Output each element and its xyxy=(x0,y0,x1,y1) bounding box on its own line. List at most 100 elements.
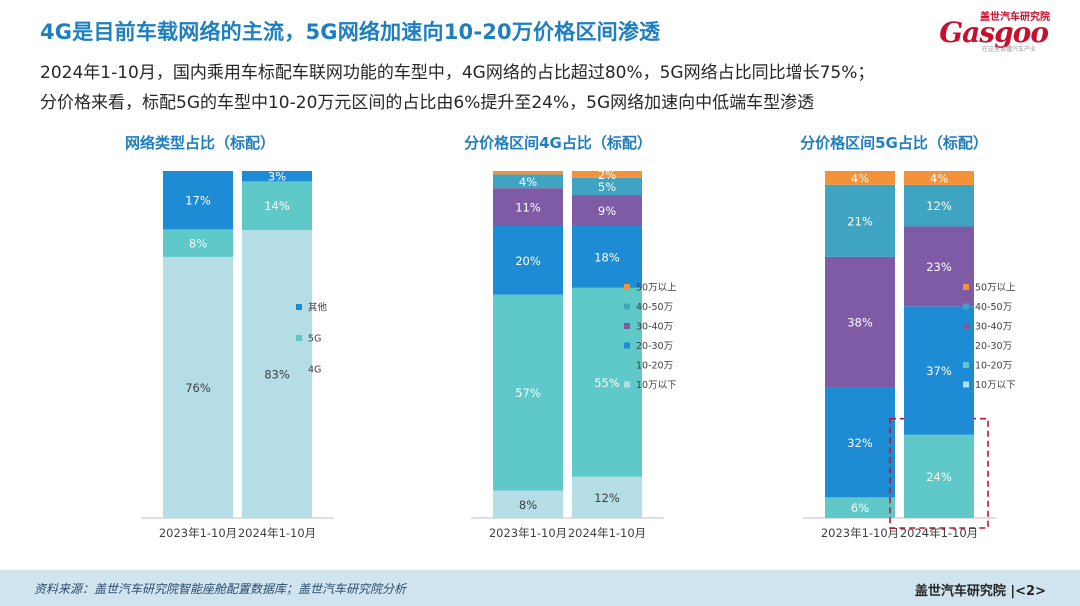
chart2-bar-20-30万-2 xyxy=(572,225,642,288)
chart2-title: 分价格区间4G占比（标配） xyxy=(464,134,652,152)
chart2-bar-40-50万-2 xyxy=(572,177,642,196)
chart1-bar-其他-2 xyxy=(242,171,312,182)
chart3-legend-swatch-20-30万 xyxy=(963,342,969,349)
chart3-bar-10-20万-2 xyxy=(904,434,974,518)
chart1-legend-swatch-5G xyxy=(296,335,302,341)
chart1-x-tick-label-1: 2023年1-10月 xyxy=(159,526,237,540)
chart1-bar-其他-1 xyxy=(163,171,233,230)
chart2-bar-10-20万-1 xyxy=(493,294,563,491)
chart3-data-label-30-40万-2: 23% xyxy=(926,260,952,274)
chart2-data-label-50万以上-2: 2% xyxy=(598,168,616,182)
chart2-legend-swatch-20-30万 xyxy=(624,342,630,349)
chart2-legend-label-50万以上: 50万以上 xyxy=(636,283,677,294)
chart3-data-label-10-20万-1: 6% xyxy=(851,501,869,515)
chart2-legend-swatch-30-40万 xyxy=(624,323,630,329)
page-subtitle: 2024年1-10月，国内乘用车标配车联网功能的车型中，4G网络的占比超过80%… xyxy=(40,58,874,118)
footer-brand-name: 盖世汽车研究院 xyxy=(914,584,1006,599)
chart3-data-label-50万以上-1: 4% xyxy=(851,171,869,185)
chart2-bar-10万以下-2 xyxy=(572,476,642,518)
chart3-legend-label-20-30万: 20-30万 xyxy=(975,341,1012,352)
logo-en-name: Gasgoo xyxy=(939,16,1049,49)
chart2-legend-swatch-50万以上 xyxy=(624,284,630,290)
chart1-bar-5G-2 xyxy=(242,181,312,230)
chart1-data-label-其他-2: 3% xyxy=(268,170,286,184)
chart2-legend-label-30-40万: 30-40万 xyxy=(636,322,673,333)
chart3-legend-swatch-30-40万 xyxy=(963,323,969,329)
chart1-data-label-5G-1: 8% xyxy=(189,237,207,251)
chart2-legend-label-40-50万: 40-50万 xyxy=(636,302,673,313)
chart2-legend-swatch-10万以下 xyxy=(624,381,630,388)
chart3-bar-40-50万-2 xyxy=(904,184,974,227)
chart2-bar-50万以上-1 xyxy=(493,171,563,175)
chart2-bar-40-50万-1 xyxy=(493,174,563,189)
chart3-data-label-40-50万-1: 21% xyxy=(847,214,873,228)
footer: 资料来源：盖世汽车研究院智能座舱配置数据库；盖世汽车研究院分析 盖世汽车研究院 … xyxy=(0,570,1080,606)
chart3-x-tick-label-1: 2023年1-10月 xyxy=(821,526,899,540)
chart1-x-tick-label-2: 2024年1-10月 xyxy=(238,526,316,540)
chart3-bar-20-30万-1 xyxy=(825,387,895,498)
chart3-data-label-10-20万-2: 24% xyxy=(926,470,952,484)
chart3-bar-50万以上-1 xyxy=(825,171,895,185)
chart2-data-label-40-50万-1: 4% xyxy=(519,175,537,189)
chart2-data-label-30-40万-2: 9% xyxy=(598,204,616,218)
chart2-data-label-10-20万-2: 55% xyxy=(594,376,620,390)
chart3-legend-label-50万以上: 50万以上 xyxy=(975,283,1016,294)
page-title: 4G是目前车载网络的主流，5G网络加速向10-20万价格区间渗透 xyxy=(40,20,661,44)
chart3-bar-30-40万-1 xyxy=(825,256,895,388)
chart3-data-label-20-30万-2: 37% xyxy=(926,364,952,378)
chart1-title: 网络类型占比（标配） xyxy=(125,134,275,152)
chart1-legend-label-其他: 其他 xyxy=(308,302,328,314)
chart1-data-label-5G-2: 14% xyxy=(264,199,290,213)
chart1-bar-4G-1 xyxy=(163,256,233,518)
chart3-data-label-50万以上-2: 4% xyxy=(930,171,948,185)
chart2-bar-10万以下-1 xyxy=(493,490,563,518)
chart3-highlight-box xyxy=(889,417,989,529)
chart3-legend-swatch-40-50万 xyxy=(963,303,969,310)
chart1-legend-swatch-其他 xyxy=(296,304,302,310)
chart2-bar-30-40万-2 xyxy=(572,195,642,226)
chart2-bar-10-20万-2 xyxy=(572,287,642,477)
chart3-bar-30-40万-2 xyxy=(904,226,974,307)
chart1-bar-5G-1 xyxy=(163,229,233,257)
subtitle-line-1: 2024年1-10月，国内乘用车标配车联网功能的车型中，4G网络的占比超过80%… xyxy=(40,63,875,83)
chart2-legend-label-20-30万: 20-30万 xyxy=(636,341,673,352)
logo-tagline: 在这里读懂汽车产业 xyxy=(981,46,1036,53)
chart2-legend-swatch-40-50万 xyxy=(624,303,630,310)
chart1-data-label-4G-1: 76% xyxy=(185,381,211,395)
charts-canvas: 网络类型占比（标配） 76% 8% 17% 2023年1-10月 83% 14% 3% 2024… xyxy=(125,134,1016,540)
chart2-data-label-10万以下-2: 12% xyxy=(594,491,620,505)
chart3-x-tick-label-2: 2024年1-10月 xyxy=(900,526,978,540)
chart1-bar-4G-2 xyxy=(242,229,312,519)
chart3-legend-label-10-20万: 10-20万 xyxy=(975,361,1012,372)
chart3-legend-label-10万以下: 10万以下 xyxy=(975,380,1016,391)
chart2-x-tick-label-2: 2024年1-10月 xyxy=(568,526,646,540)
chart3-data-label-30-40万-1: 38% xyxy=(847,316,873,330)
chart3-legend-label-30-40万: 30-40万 xyxy=(975,322,1012,333)
chart3-legend-swatch-10-20万 xyxy=(963,362,969,368)
chart2-legend-swatch-10-20万 xyxy=(624,362,630,368)
chart2-bar-50万以上-2 xyxy=(572,171,642,178)
chart3-bar-10-20万-1 xyxy=(825,497,895,518)
chart2-data-label-30-40万-1: 11% xyxy=(515,201,541,215)
chart2-data-label-20-30万-1: 20% xyxy=(515,254,541,268)
chart3-bar-50万以上-2 xyxy=(904,171,974,185)
chart3-legend-label-40-50万: 40-50万 xyxy=(975,302,1012,313)
chart1-data-label-其他-1: 17% xyxy=(185,194,211,208)
chart3-bar-40-50万-1 xyxy=(825,184,895,257)
chart1-legend-label-5G: 5G xyxy=(308,334,321,345)
chart3-data-label-20-30万-1: 32% xyxy=(847,436,873,450)
chart2-legend-label-10-20万: 10-20万 xyxy=(636,361,673,372)
chart3-title: 分价格区间5G占比（标配） xyxy=(800,134,988,152)
page-number: |<2> xyxy=(1010,584,1046,599)
chart1-data-label-4G-2: 83% xyxy=(264,367,290,381)
chart3-bar-20-30万-2 xyxy=(904,306,974,435)
chart2-data-label-40-50万-2: 5% xyxy=(598,180,616,194)
chart2-data-label-10-20万-1: 57% xyxy=(515,386,541,400)
chart3-legend-swatch-50万以上 xyxy=(963,284,969,290)
logo-cn-name: 盖世汽车研究院 xyxy=(980,12,1050,23)
chart3-data-label-40-50万-2: 12% xyxy=(926,199,952,213)
footer-brand: 盖世汽车研究院 |<2> xyxy=(915,580,1046,599)
chart2-bar-20-30万-1 xyxy=(493,225,563,295)
chart2-data-label-10万以下-1: 8% xyxy=(519,498,537,512)
subtitle-line-2: 分价格来看，标配5G的车型中10-20万元区间的占比由6%提升至24%，5G网络… xyxy=(40,93,815,113)
